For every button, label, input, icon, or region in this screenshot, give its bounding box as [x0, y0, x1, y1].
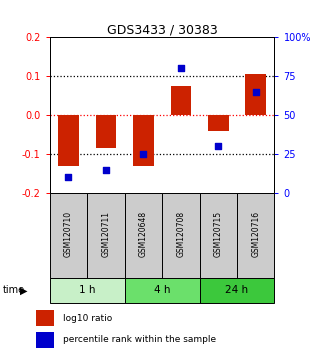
- Bar: [36, 332, 54, 348]
- Bar: [200, 193, 237, 278]
- Bar: [87, 193, 125, 278]
- Bar: [50, 193, 87, 278]
- Text: GSM120710: GSM120710: [64, 211, 73, 257]
- Point: [253, 89, 258, 95]
- Point: [66, 175, 71, 180]
- Bar: [50, 278, 125, 303]
- Bar: [162, 193, 200, 278]
- Bar: [246, 74, 266, 115]
- Bar: [58, 115, 79, 166]
- Point: [103, 167, 108, 172]
- Bar: [208, 115, 229, 131]
- Text: time: time: [3, 285, 25, 295]
- Bar: [133, 115, 154, 166]
- Point: [216, 143, 221, 149]
- Text: log10 ratio: log10 ratio: [63, 314, 112, 322]
- Text: GSM120715: GSM120715: [214, 211, 223, 257]
- Title: GDS3433 / 30383: GDS3433 / 30383: [107, 23, 218, 36]
- Text: 24 h: 24 h: [225, 285, 248, 295]
- Bar: [170, 86, 191, 115]
- Point: [178, 65, 183, 71]
- Bar: [36, 309, 54, 326]
- Bar: [125, 193, 162, 278]
- Bar: [237, 193, 274, 278]
- Text: GSM120711: GSM120711: [101, 211, 110, 257]
- Bar: [200, 278, 274, 303]
- Text: 1 h: 1 h: [79, 285, 95, 295]
- Text: 4 h: 4 h: [154, 285, 170, 295]
- Bar: [125, 278, 200, 303]
- Text: GSM120648: GSM120648: [139, 211, 148, 257]
- Text: GSM120716: GSM120716: [251, 211, 260, 257]
- Text: percentile rank within the sample: percentile rank within the sample: [63, 335, 216, 344]
- Point: [141, 151, 146, 157]
- Text: GSM120708: GSM120708: [176, 211, 185, 257]
- Text: ▶: ▶: [20, 285, 28, 295]
- Bar: [96, 115, 116, 148]
